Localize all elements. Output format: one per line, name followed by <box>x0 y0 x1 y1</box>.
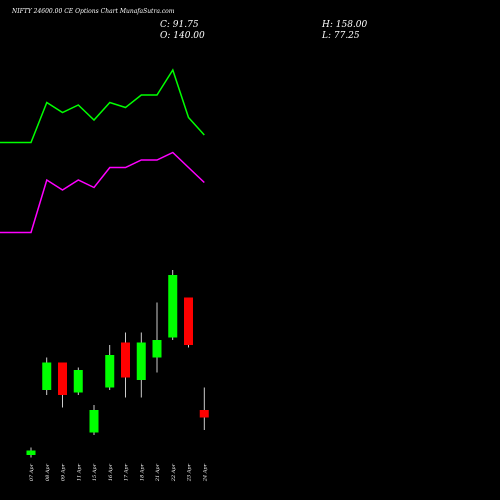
candle-18-apr <box>136 332 146 398</box>
candle-21-apr <box>152 302 162 373</box>
date-label: 17 Apr <box>124 463 130 481</box>
candle-body <box>136 342 146 380</box>
candle-15-apr <box>89 405 99 435</box>
date-label: 24 Apr <box>202 463 208 482</box>
date-label: 16 Apr <box>108 463 114 481</box>
chart-title: NIFTY 24600.00 CE Options Chart MunafaSu… <box>11 8 175 15</box>
candle-09-apr <box>58 362 67 408</box>
date-labels: 07 Apr 08 Apr 09 Apr 11 Apr 15 Apr 16 Apr 17 A… <box>29 463 208 482</box>
date-label: 09 Apr <box>61 463 67 481</box>
date-label: 15 Apr <box>92 463 98 481</box>
candle-body <box>105 355 115 388</box>
date-label: 23 Apr <box>187 463 193 482</box>
candle-23-apr <box>184 297 193 348</box>
candle-body <box>199 410 209 418</box>
candle-body <box>89 410 99 433</box>
date-label: 21 Apr <box>155 463 161 482</box>
candle-body <box>121 342 130 378</box>
high-label: H: 158.00 <box>321 20 368 30</box>
candle-16-apr <box>105 345 115 390</box>
candles <box>26 270 209 458</box>
candle-body <box>152 340 162 358</box>
overlay-line-1 <box>0 68 205 144</box>
date-label: 08 Apr <box>45 463 51 481</box>
date-label: 18 Apr <box>139 463 145 481</box>
candle-22-apr <box>168 270 178 340</box>
date-label: 07 Apr <box>29 463 35 481</box>
candle-17-apr <box>121 332 130 398</box>
date-label: 22 Apr <box>171 463 177 482</box>
candle-body <box>58 362 67 395</box>
candle-body <box>73 370 83 393</box>
candle-08-apr <box>42 357 52 395</box>
candle-body <box>168 275 178 338</box>
overlay-lines <box>0 68 205 234</box>
candle-24-apr <box>199 387 209 430</box>
candle-11-apr <box>73 367 83 395</box>
low-label: L: 77.25 <box>321 31 360 41</box>
overlay-line-2 <box>0 151 205 234</box>
close-label: C: 91.75 <box>160 20 199 30</box>
candle-body <box>26 450 36 455</box>
candle-body <box>184 297 193 345</box>
date-label: 11 Apr <box>76 463 82 481</box>
candle-body <box>42 362 52 390</box>
candle-07-apr <box>26 447 36 458</box>
open-label: O: 140.00 <box>160 31 205 41</box>
